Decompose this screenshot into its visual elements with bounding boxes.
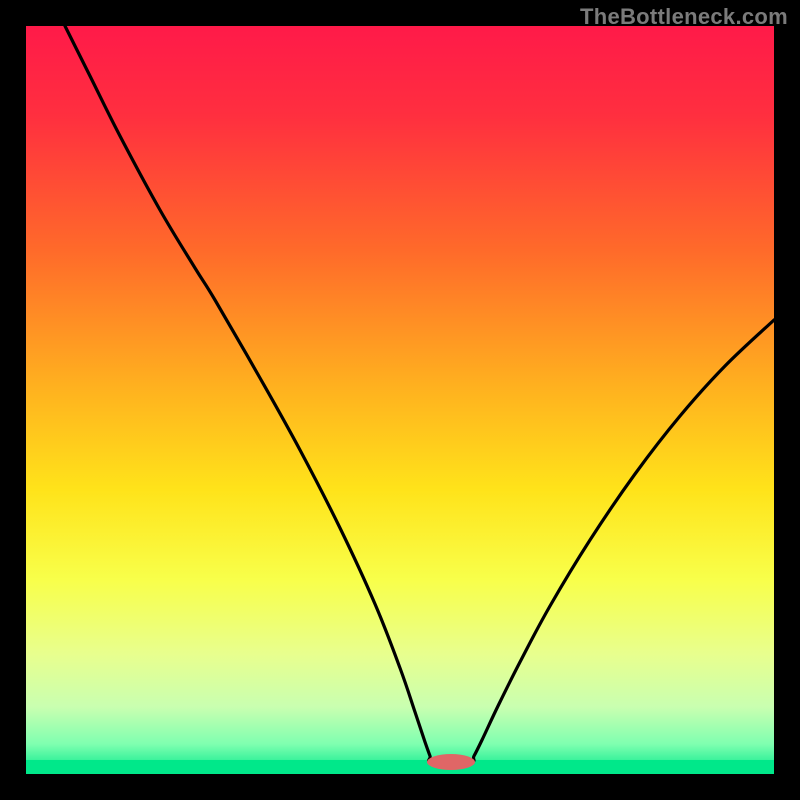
bottleneck-chart — [0, 0, 800, 800]
current-config-marker — [427, 754, 475, 770]
frame-border-bottom — [0, 774, 800, 800]
frame-border-right — [774, 0, 800, 800]
gradient-background — [26, 26, 774, 774]
watermark-label: TheBottleneck.com — [580, 4, 788, 30]
optimal-band — [26, 760, 774, 774]
frame-border-left — [0, 0, 26, 800]
chart-container: TheBottleneck.com — [0, 0, 800, 800]
